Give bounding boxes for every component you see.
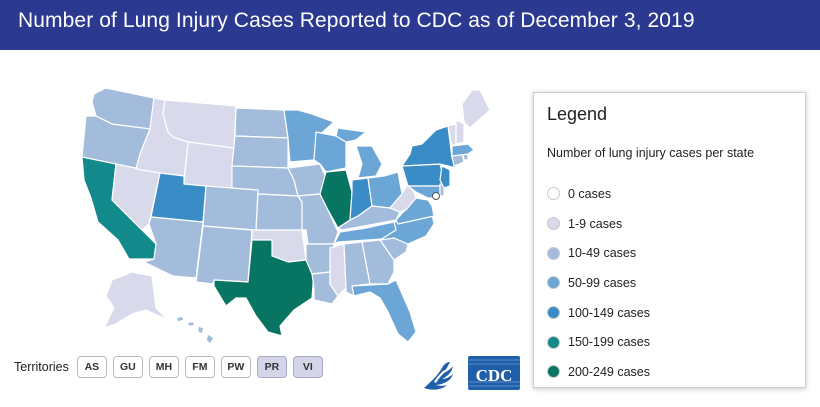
logos-svg: CDC — [424, 356, 520, 390]
territories-row: Territories AS GU MH FM PW PR VI — [14, 356, 329, 378]
legend-label: 100-149 cases — [568, 305, 651, 320]
legend-swatch-icon — [547, 217, 560, 231]
legend-item-4: 100-149 cases — [547, 298, 650, 328]
legend-swatch-icon — [547, 187, 560, 201]
state-sd[interactable] — [231, 135, 289, 169]
state-nh[interactable] — [455, 119, 465, 145]
legend-swatch-icon — [547, 306, 560, 320]
state-ny[interactable] — [401, 125, 457, 169]
state-mi[interactable] — [335, 127, 383, 179]
state-me[interactable] — [461, 89, 491, 129]
territory-button-pw[interactable]: PW — [220, 356, 251, 378]
state-hi[interactable] — [175, 315, 215, 345]
legend-item-0: 0 cases — [547, 179, 650, 209]
legend-title: Legend — [547, 104, 608, 124]
territories-label: Territories — [14, 360, 69, 374]
legend-swatch-icon — [547, 276, 560, 290]
page-title: Number of Lung Injury Cases Reported to … — [18, 9, 695, 32]
legend-swatch-icon — [547, 246, 560, 260]
territory-button-gu[interactable]: GU — [112, 356, 143, 378]
territory-button-fm[interactable]: FM — [184, 356, 215, 378]
state-nd[interactable] — [234, 107, 289, 139]
legend-label: 1-9 cases — [568, 216, 623, 231]
state-nm[interactable] — [195, 225, 253, 285]
legend-item-5: 150-199 cases — [547, 327, 650, 357]
state-ak[interactable] — [103, 271, 169, 329]
legend-item-6: 200-249 cases — [547, 357, 650, 387]
us-map[interactable] — [76, 72, 496, 352]
legend-item-3: 50-99 cases — [547, 268, 650, 298]
state-ms[interactable] — [329, 243, 347, 297]
legend-label: 200-249 cases — [568, 364, 651, 379]
legend-panel: Legend Number of lung injury cases per s… — [533, 92, 806, 388]
territory-button-pr[interactable]: PR — [256, 356, 287, 378]
state-nc[interactable] — [379, 213, 435, 245]
legend-label: 10-49 cases — [568, 246, 637, 261]
cdc-logo-text: CDC — [476, 366, 513, 385]
us-map-svg[interactable] — [76, 72, 496, 352]
territory-button-vi[interactable]: VI — [292, 356, 323, 378]
legend-item-2: 10-49 cases — [547, 238, 650, 268]
state-wy[interactable] — [183, 141, 235, 191]
legend-swatch-icon — [547, 365, 560, 379]
header-bar: Number of Lung Injury Cases Reported to … — [0, 0, 820, 50]
state-nj[interactable] — [439, 165, 451, 189]
territory-button-mh[interactable]: MH — [148, 356, 179, 378]
cdc-logo-icon: CDC — [468, 356, 520, 390]
legend-label: 50-99 cases — [568, 275, 637, 290]
state-tx[interactable] — [213, 239, 315, 337]
legend-label: 0 cases — [568, 186, 612, 201]
logos: CDC — [420, 352, 522, 394]
state-fl[interactable] — [351, 279, 417, 343]
legend-item-1: 1-9 cases — [547, 209, 650, 239]
state-co[interactable] — [202, 185, 259, 231]
state-pa[interactable] — [401, 163, 445, 187]
territory-button-as[interactable]: AS — [76, 356, 107, 378]
state-wv[interactable] — [389, 183, 417, 213]
legend-list: 0 cases 1-9 cases 10-49 cases 50-99 case… — [547, 179, 650, 387]
hhs-eagle-icon — [424, 362, 453, 390]
dc-marker[interactable] — [432, 192, 440, 200]
state-ks[interactable] — [255, 193, 303, 231]
legend-label: 150-199 cases — [568, 335, 651, 350]
state-ma[interactable] — [451, 143, 475, 157]
legend-swatch-icon — [547, 335, 560, 349]
legend-subtitle: Number of lung injury cases per state — [547, 146, 755, 160]
